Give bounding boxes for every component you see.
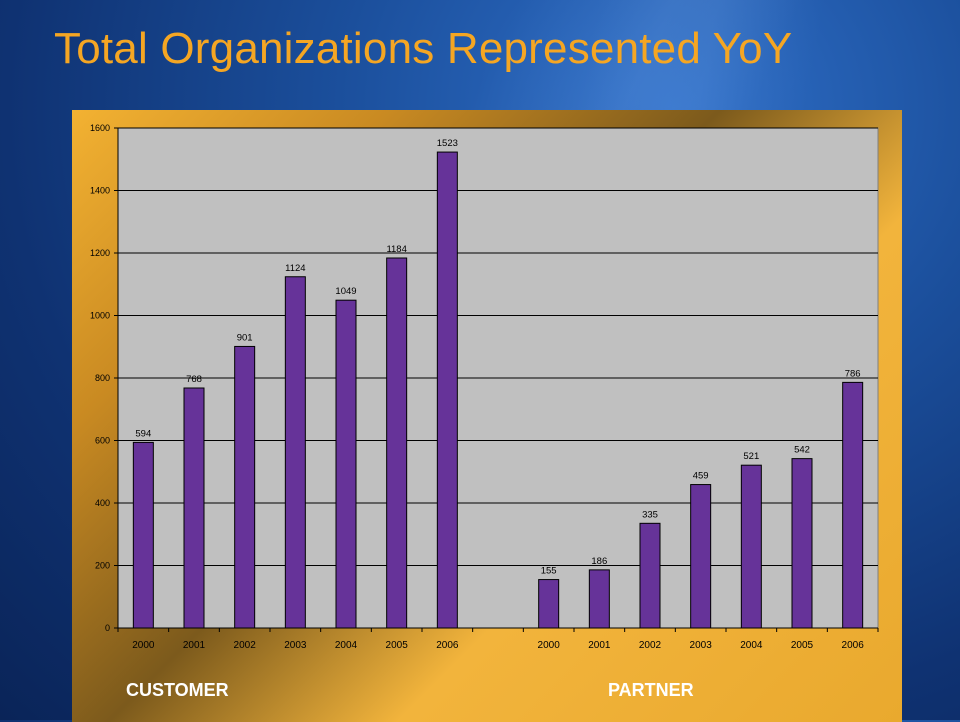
bar (436, 151, 458, 629)
data-label: 1184 (386, 244, 406, 255)
data-label: 1124 (285, 263, 305, 274)
bar (639, 522, 661, 629)
x-tick-label: 2003 (284, 640, 307, 651)
x-tick-label: 2001 (183, 640, 206, 651)
data-label: 186 (591, 556, 607, 567)
y-tick-label: 0 (105, 623, 110, 633)
data-label: 768 (186, 374, 202, 385)
data-label: 521 (743, 451, 759, 462)
bar (791, 458, 813, 629)
y-tick-label: 600 (95, 436, 110, 446)
y-tick-label: 1400 (90, 186, 110, 196)
bar (386, 257, 408, 629)
data-label: 1049 (335, 286, 356, 297)
bar (335, 299, 357, 629)
x-tick-label: 2006 (436, 640, 459, 651)
data-label: 335 (642, 509, 658, 520)
data-label: 1523 (437, 138, 458, 149)
data-label: 594 (135, 428, 151, 439)
x-tick-label: 2004 (335, 640, 358, 651)
bar (740, 464, 762, 629)
x-tick-label: 2000 (538, 640, 561, 651)
y-tick-label: 800 (95, 373, 110, 383)
bar (284, 276, 306, 629)
data-label: 155 (541, 566, 557, 577)
x-tick-label: 2003 (690, 640, 713, 651)
bar (132, 441, 154, 629)
x-tick-label: 2004 (740, 640, 763, 651)
y-tick-label: 400 (95, 498, 110, 508)
x-tick-label: 2000 (132, 640, 155, 651)
y-tick-label: 1600 (90, 123, 110, 133)
bar (183, 387, 205, 629)
x-tick-label: 2001 (588, 640, 611, 651)
data-label: 459 (693, 471, 709, 482)
x-tick-label: 2002 (234, 640, 257, 651)
data-label: 901 (237, 332, 253, 343)
data-label: 542 (794, 445, 810, 456)
x-tick-label: 2002 (639, 640, 662, 651)
bar (842, 381, 864, 629)
page-title: Total Organizations Represented YoY (54, 24, 793, 73)
bar (538, 579, 560, 629)
x-tick-label: 2006 (842, 640, 865, 651)
group-label-customer: CUSTOMER (126, 680, 229, 700)
bar (234, 345, 256, 629)
x-tick-label: 2005 (791, 640, 814, 651)
bar (588, 569, 610, 629)
bar (690, 484, 712, 629)
group-label-partner: PARTNER (608, 680, 694, 700)
data-label: 786 (845, 368, 861, 379)
y-tick-label: 1000 (90, 311, 110, 321)
y-tick-label: 1200 (90, 248, 110, 258)
y-tick-label: 200 (95, 561, 110, 571)
x-tick-label: 2005 (386, 640, 409, 651)
